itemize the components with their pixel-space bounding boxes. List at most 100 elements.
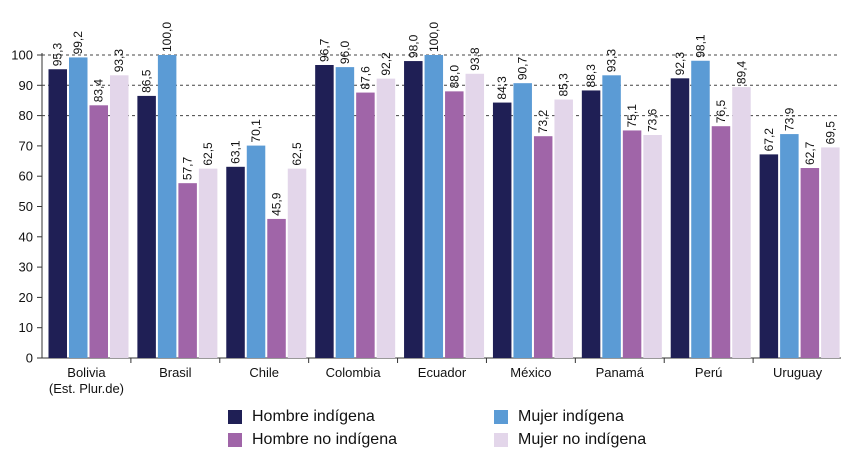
data-label: 69,5 [823,121,837,145]
y-tick-label: 40 [19,229,33,244]
bar [602,75,621,358]
x-category-label-line: Perú [695,365,722,380]
x-category-label-line: Bolivia [67,365,106,380]
bar [780,134,799,358]
data-label: 98,1 [693,34,707,58]
legend-swatch [228,433,242,447]
bar [671,78,690,358]
bar [404,61,423,358]
data-label: 63,1 [229,140,243,164]
data-label: 84,3 [495,76,509,100]
data-label: 67,2 [762,128,776,152]
bar-chart: 0 10 20 30 40 50 60 70 80 90 100 95,3 99,2 83,4 93,3 Bo… [0,0,841,400]
x-category-label: Perú [695,365,722,380]
data-label: 98,0 [406,34,420,58]
data-label: 92,2 [379,52,393,76]
data-label: 88,0 [447,65,461,89]
data-label: 45,9 [270,192,284,216]
legend-label: Hombre no indígena [252,431,397,449]
data-label: 57,7 [181,156,195,180]
bar [493,103,512,358]
bar [336,67,355,358]
bar [445,91,464,358]
data-label: 93,8 [468,47,482,71]
bar [356,93,375,358]
x-category-label-line: Brasil [159,365,192,380]
legend-item-hombre-no-indigena: Hombre no indígena [228,431,397,449]
bar [90,105,109,358]
legend-swatch [494,433,508,447]
bar [247,146,266,358]
legend-swatch [228,410,242,424]
bar [691,61,710,358]
bar [288,169,307,358]
y-tick-label: 50 [19,199,33,214]
data-label: 92,3 [673,52,687,76]
bar [178,183,197,358]
bar [554,100,573,358]
legend-item-mujer-no-indigena: Mujer no indígena [494,431,646,449]
data-label: 62,7 [803,141,817,165]
x-category-label: Uruguay [773,365,823,380]
data-label: 99,2 [71,31,85,55]
x-category-label: Brasil [159,365,192,380]
bar [49,69,68,358]
data-label: 73,6 [646,108,660,132]
bar [513,83,532,358]
data-label: 70,1 [249,119,263,143]
bar [199,169,218,358]
data-label: 88,3 [584,64,598,88]
x-category-label: México [510,365,551,380]
y-tick-label: 60 [19,169,33,184]
bar [801,168,820,358]
bar [267,219,286,358]
data-label: 73,2 [536,110,550,134]
data-label: 89,4 [734,60,748,84]
y-tick-label: 80 [19,108,33,123]
y-tick-label: 90 [19,78,33,93]
data-label: 96,7 [317,38,331,62]
legend-item-mujer-indigena: Mujer indígena [494,408,624,426]
data-label: 85,3 [557,73,571,97]
x-category-label-line: Uruguay [773,365,823,380]
bar [732,87,751,358]
data-label: 93,3 [605,49,619,73]
bar [69,57,88,358]
x-category-label-line: Colombia [326,365,382,380]
data-label: 90,7 [516,56,530,80]
x-category-label-line: Panamá [596,365,645,380]
data-label: 93,3 [112,49,126,73]
legend-label: Mujer no indígena [518,431,646,449]
bar [466,74,485,358]
data-label: 100,0 [427,22,441,52]
data-label: 83,4 [92,79,106,103]
bar [582,90,601,358]
y-tick-label: 70 [19,138,33,153]
x-category-label: Panamá [596,365,645,380]
data-label: 62,5 [290,142,304,166]
y-tick-label: 100 [11,48,33,63]
bar [425,55,444,358]
y-tick-label: 30 [19,260,33,275]
x-category-label: Chile [249,365,279,380]
legend-item-hombre-indigena: Hombre indígena [228,408,375,426]
legend-label: Hombre indígena [252,408,375,426]
legend-label: Mujer indígena [518,408,624,426]
y-tick-label: 20 [19,290,33,305]
bar [315,65,334,358]
y-tick-label: 0 [26,351,33,366]
bar [712,126,731,358]
bar [137,96,156,358]
data-label: 75,1 [625,104,639,128]
x-category-label-line: Ecuador [418,365,467,380]
data-label: 86,5 [140,69,154,93]
bar [821,147,840,358]
x-category-label-line: (Est. Plur.de) [49,381,124,396]
bar [643,135,662,358]
data-label: 100,0 [160,22,174,52]
data-label: 62,5 [201,142,215,166]
bar [534,136,553,358]
x-category-label: Bolivia (Est. Plur.de) [49,365,124,396]
data-label: 73,9 [782,107,796,131]
x-category-label-line: México [510,365,551,380]
